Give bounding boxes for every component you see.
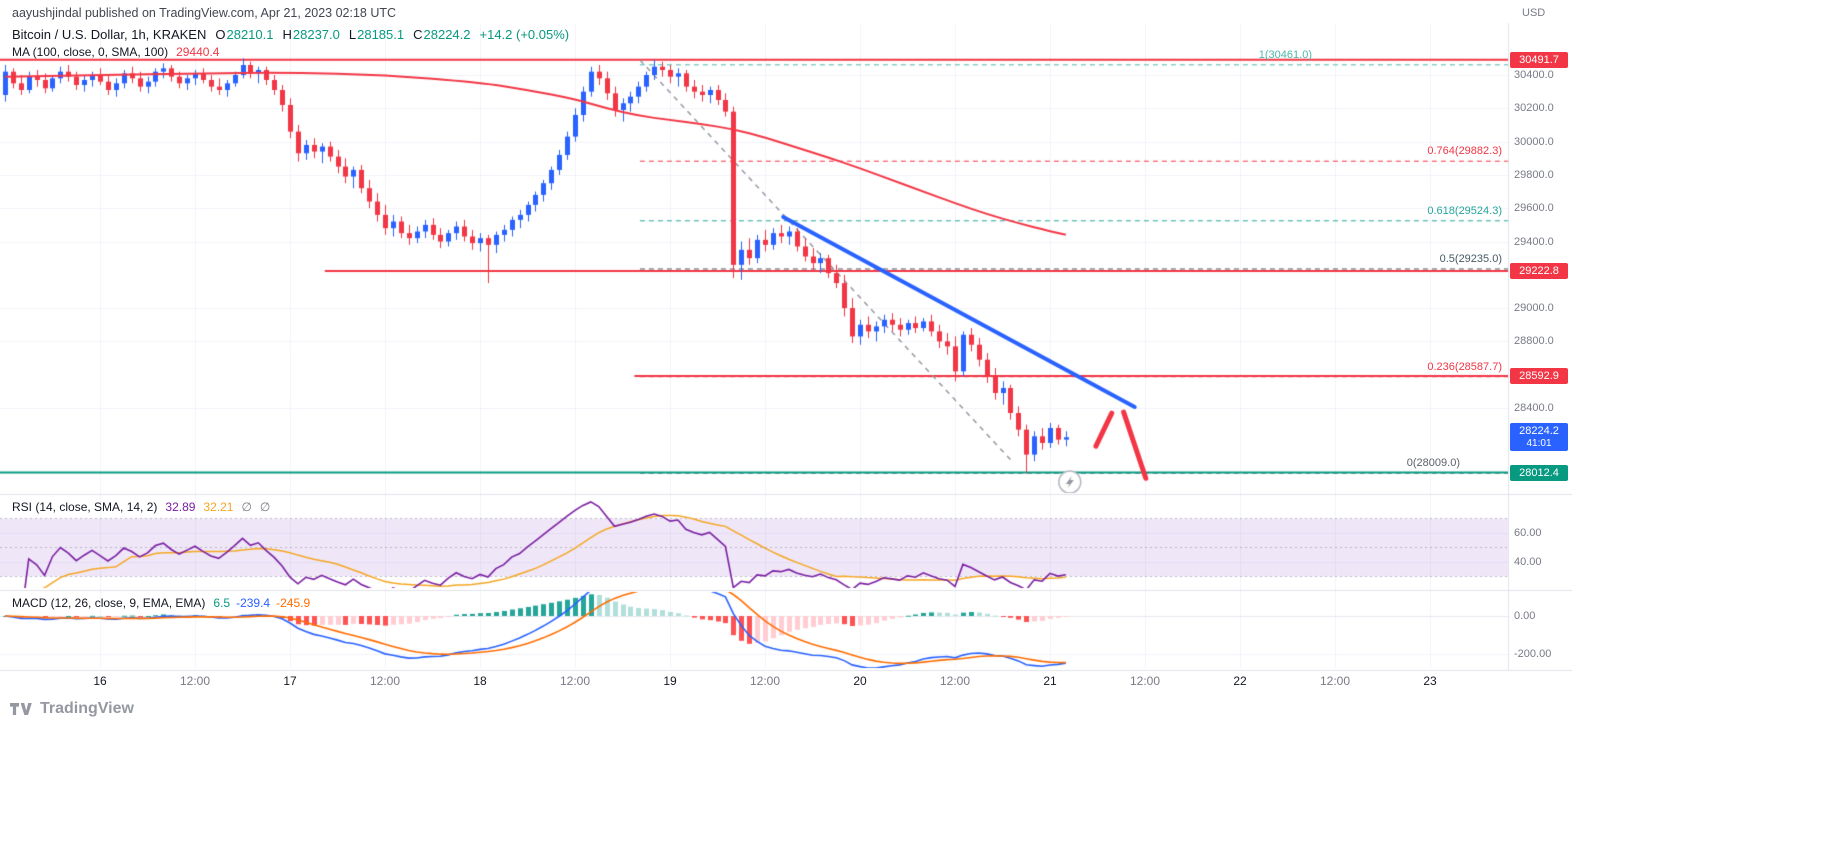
tradingview-logo[interactable]: TradingView [10,700,134,718]
tradingview-logo-icon [10,703,32,715]
price-axis[interactable] [1508,23,1572,670]
time-axis[interactable] [0,670,1572,695]
tradingview-logo-text: TradingView [40,700,134,717]
